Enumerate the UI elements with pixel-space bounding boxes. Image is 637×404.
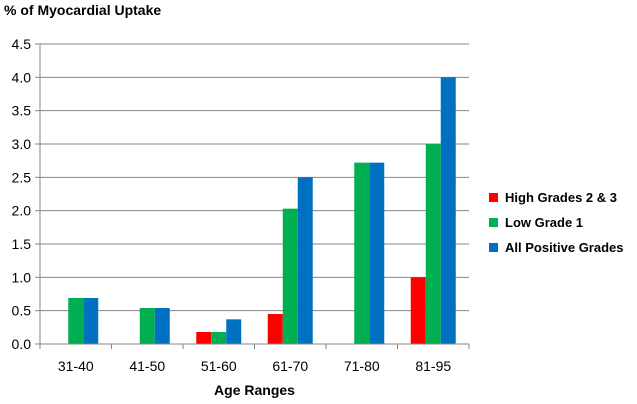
x-tick-label: 61-70 bbox=[272, 358, 308, 374]
x-tick-label: 81-95 bbox=[415, 358, 451, 374]
legend-item: All Positive Grades bbox=[489, 235, 624, 260]
y-tick-label: 1.5 bbox=[12, 236, 32, 252]
legend-label: High Grades 2 & 3 bbox=[505, 190, 617, 205]
bar bbox=[211, 332, 227, 344]
bar bbox=[68, 298, 84, 344]
legend-swatch bbox=[489, 243, 498, 252]
y-tick-label: 2.0 bbox=[12, 203, 32, 219]
x-tick-label: 71-80 bbox=[344, 358, 380, 374]
y-tick-label: 4.5 bbox=[12, 36, 32, 52]
x-tick-label: 31-40 bbox=[58, 358, 94, 374]
legend: High Grades 2 & 3 Low Grade 1 All Positi… bbox=[489, 185, 624, 260]
bar bbox=[83, 298, 99, 344]
legend-swatch bbox=[489, 193, 498, 202]
bar bbox=[267, 314, 283, 344]
bar bbox=[282, 208, 298, 344]
x-tick-label: 51-60 bbox=[201, 358, 237, 374]
x-axis-title: Age Ranges bbox=[214, 382, 295, 398]
y-tick-label: 3.5 bbox=[12, 103, 32, 119]
y-tick-label: 4.0 bbox=[12, 69, 32, 85]
bar bbox=[354, 162, 370, 344]
bar bbox=[369, 162, 385, 344]
legend-label: Low Grade 1 bbox=[505, 215, 584, 230]
bar bbox=[196, 332, 212, 344]
legend-swatch bbox=[489, 218, 498, 227]
legend-item: Low Grade 1 bbox=[489, 210, 624, 235]
bar bbox=[410, 277, 426, 344]
bar bbox=[297, 177, 313, 344]
bar bbox=[425, 144, 441, 344]
bar bbox=[139, 308, 155, 344]
legend-label: All Positive Grades bbox=[505, 240, 624, 255]
legend-item: High Grades 2 & 3 bbox=[489, 185, 624, 210]
bar bbox=[154, 308, 170, 344]
y-tick-label: 0.5 bbox=[12, 303, 32, 319]
y-tick-label: 3.0 bbox=[12, 136, 32, 152]
y-tick-label: 2.5 bbox=[12, 169, 32, 185]
y-tick-label: 0.0 bbox=[12, 336, 32, 352]
y-tick-label: 1.0 bbox=[12, 269, 32, 285]
x-tick-label: 41-50 bbox=[129, 358, 165, 374]
y-axis-title: % of Myocardial Uptake bbox=[4, 2, 162, 18]
bar bbox=[226, 319, 242, 344]
bar bbox=[440, 77, 456, 344]
